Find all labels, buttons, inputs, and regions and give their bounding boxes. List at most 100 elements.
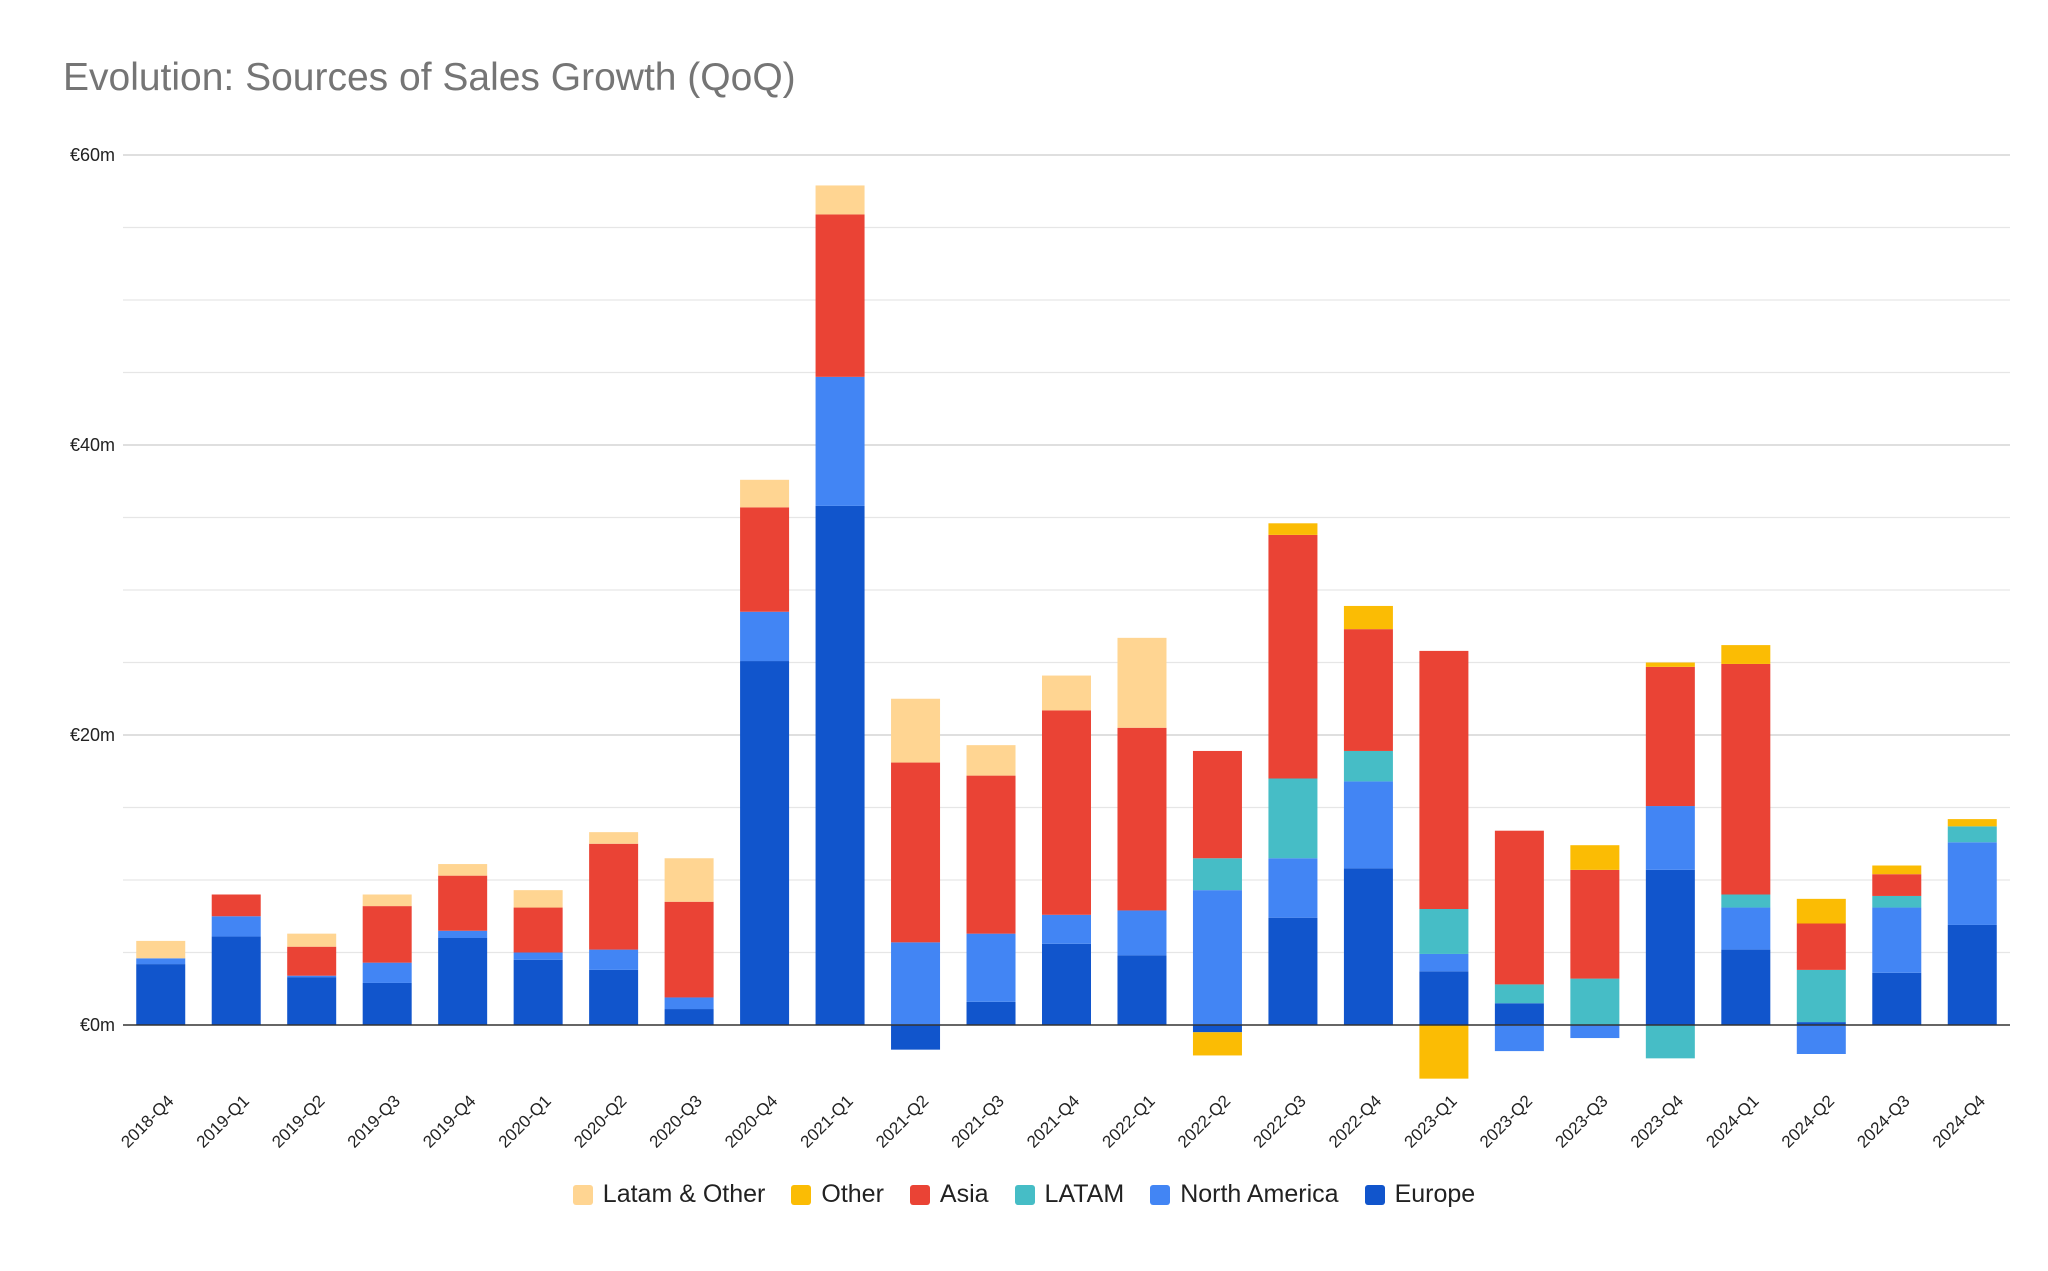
x-tick-label: 2018-Q4 bbox=[117, 1091, 177, 1151]
bar-segment-other bbox=[1570, 845, 1620, 870]
bar-segment-europe bbox=[362, 982, 412, 1025]
bar-segment-asia bbox=[891, 762, 941, 943]
legend-swatch bbox=[791, 1184, 812, 1205]
bar-segment-europe bbox=[438, 938, 488, 1025]
x-tick-label: 2022-Q3 bbox=[1250, 1091, 1310, 1151]
legend-swatch bbox=[1150, 1184, 1171, 1205]
bar-segment-asia bbox=[1268, 534, 1318, 779]
bar-segment-asia bbox=[589, 843, 639, 950]
x-tick-label: 2020-Q1 bbox=[495, 1091, 555, 1151]
bar-segment-europe bbox=[1419, 971, 1469, 1025]
legend-item: Asia bbox=[909, 1180, 989, 1209]
bar-segment-latam-other bbox=[136, 940, 186, 959]
bar-segment-asia bbox=[287, 946, 337, 976]
bar-segment-europe bbox=[1192, 1025, 1242, 1033]
legend-item: LATAM bbox=[1014, 1180, 1124, 1209]
legend-label: North America bbox=[1180, 1180, 1339, 1208]
x-tick-label: 2022-Q4 bbox=[1325, 1091, 1385, 1151]
bar-segment-latam-other bbox=[664, 858, 714, 902]
legend-item: North America bbox=[1150, 1180, 1339, 1209]
bar-segment-asia bbox=[1570, 869, 1620, 979]
legend-swatch bbox=[909, 1184, 930, 1205]
bar-segment-europe bbox=[1796, 1022, 1846, 1025]
bar-segment-other bbox=[1645, 662, 1695, 667]
x-tick-label: 2020-Q3 bbox=[646, 1091, 706, 1151]
bar-segment-asia bbox=[1419, 650, 1469, 909]
bar-segment-north-america bbox=[664, 997, 714, 1010]
x-tick-label: 2022-Q2 bbox=[1174, 1091, 1234, 1151]
x-tick-label: 2024-Q2 bbox=[1778, 1091, 1838, 1151]
bar-segment-latam-other bbox=[1042, 675, 1091, 711]
x-tick-label: 2023-Q2 bbox=[1476, 1091, 1536, 1151]
bar-segment-asia bbox=[1042, 710, 1091, 915]
bar-segment-latam-other bbox=[362, 894, 412, 907]
bar-segment-latam bbox=[1494, 984, 1544, 1004]
bar-segment-north-america bbox=[1343, 781, 1393, 869]
x-tick-label: 2021-Q4 bbox=[1023, 1091, 1083, 1151]
x-tick-label: 2023-Q1 bbox=[1401, 1091, 1461, 1151]
bar-segment-europe bbox=[287, 977, 337, 1025]
legend-label: Asia bbox=[939, 1180, 989, 1208]
bar-segment-latam bbox=[1268, 778, 1318, 859]
bar-segment-asia bbox=[362, 906, 412, 963]
bar-segment-europe bbox=[589, 969, 639, 1025]
bar-segment-north-america bbox=[1042, 914, 1091, 944]
y-tick-label: €60m bbox=[70, 145, 115, 165]
bar-segment-other bbox=[1721, 645, 1771, 664]
x-tick-label: 2020-Q4 bbox=[721, 1091, 781, 1151]
bar-segment-europe bbox=[136, 964, 186, 1025]
legend: Latam & Other Other Asia LATAM North America… bbox=[0, 1180, 2048, 1209]
bar-segment-other bbox=[1796, 898, 1846, 924]
bar-segment-asia bbox=[815, 214, 865, 377]
bar-segment-latam bbox=[1796, 969, 1846, 1023]
bar-segment-north-america bbox=[891, 942, 941, 1025]
x-tick-label: 2019-Q3 bbox=[344, 1091, 404, 1151]
bar-segment-asia bbox=[211, 894, 261, 917]
chart-title: Evolution: Sources of Sales Growth (QoQ) bbox=[63, 56, 796, 99]
bar-segment-asia bbox=[1343, 629, 1393, 751]
x-tick-label: 2024-Q3 bbox=[1853, 1091, 1913, 1151]
bar-segment-europe bbox=[891, 1025, 941, 1050]
legend-swatch bbox=[1014, 1184, 1035, 1205]
x-tick-label: 2024-Q4 bbox=[1929, 1091, 1989, 1151]
x-tick-label: 2022-Q1 bbox=[1099, 1091, 1159, 1151]
bar-segment-europe bbox=[513, 959, 563, 1025]
bar-segment-latam bbox=[1721, 894, 1771, 908]
bar-segment-europe bbox=[1721, 949, 1771, 1025]
bar-segment-north-america bbox=[362, 962, 412, 983]
bar-segment-other bbox=[1419, 1025, 1469, 1079]
bar-segment-north-america bbox=[1796, 1025, 1846, 1054]
legend-label: Other bbox=[821, 1180, 884, 1208]
legend-item: Other bbox=[791, 1180, 884, 1209]
bar-segment-latam-other bbox=[966, 745, 1016, 776]
bar-segment-north-america bbox=[287, 975, 337, 978]
bar-segment-other bbox=[1343, 605, 1393, 630]
bar-segment-asia bbox=[438, 875, 488, 931]
x-tick-label: 2019-Q1 bbox=[193, 1091, 253, 1151]
bar-segment-north-america bbox=[211, 916, 261, 937]
bar-segment-latam bbox=[1872, 895, 1922, 908]
bar-segment-europe bbox=[1872, 972, 1922, 1025]
bar-segment-europe bbox=[966, 1001, 1016, 1025]
bar-segment-latam bbox=[1343, 750, 1393, 782]
bar-segment-north-america bbox=[1947, 842, 1997, 925]
bar-segment-north-america bbox=[1721, 907, 1771, 950]
legend-swatch bbox=[1364, 1184, 1385, 1205]
bar-segment-north-america bbox=[589, 949, 639, 970]
bar-segment-europe bbox=[211, 936, 261, 1025]
x-tick-label: 2021-Q1 bbox=[797, 1091, 857, 1151]
bar-segment-asia bbox=[740, 507, 790, 612]
bar-segment-latam-other bbox=[740, 479, 790, 508]
x-tick-label: 2024-Q1 bbox=[1702, 1091, 1762, 1151]
bar-segment-asia bbox=[1872, 874, 1922, 896]
x-tick-label: 2023-Q3 bbox=[1551, 1091, 1611, 1151]
bar-segment-europe bbox=[1042, 943, 1091, 1025]
bar-segment-latam-other bbox=[1117, 637, 1167, 728]
x-tick-label: 2021-Q2 bbox=[872, 1091, 932, 1151]
bar-segment-north-america bbox=[815, 376, 865, 506]
bar-segment-north-america bbox=[1419, 953, 1469, 972]
y-axis-tick-labels: €0m €20m €40m €60m bbox=[70, 145, 115, 1035]
bar-segment-latam-other bbox=[287, 933, 337, 947]
bar-segment-europe bbox=[1947, 924, 1997, 1025]
